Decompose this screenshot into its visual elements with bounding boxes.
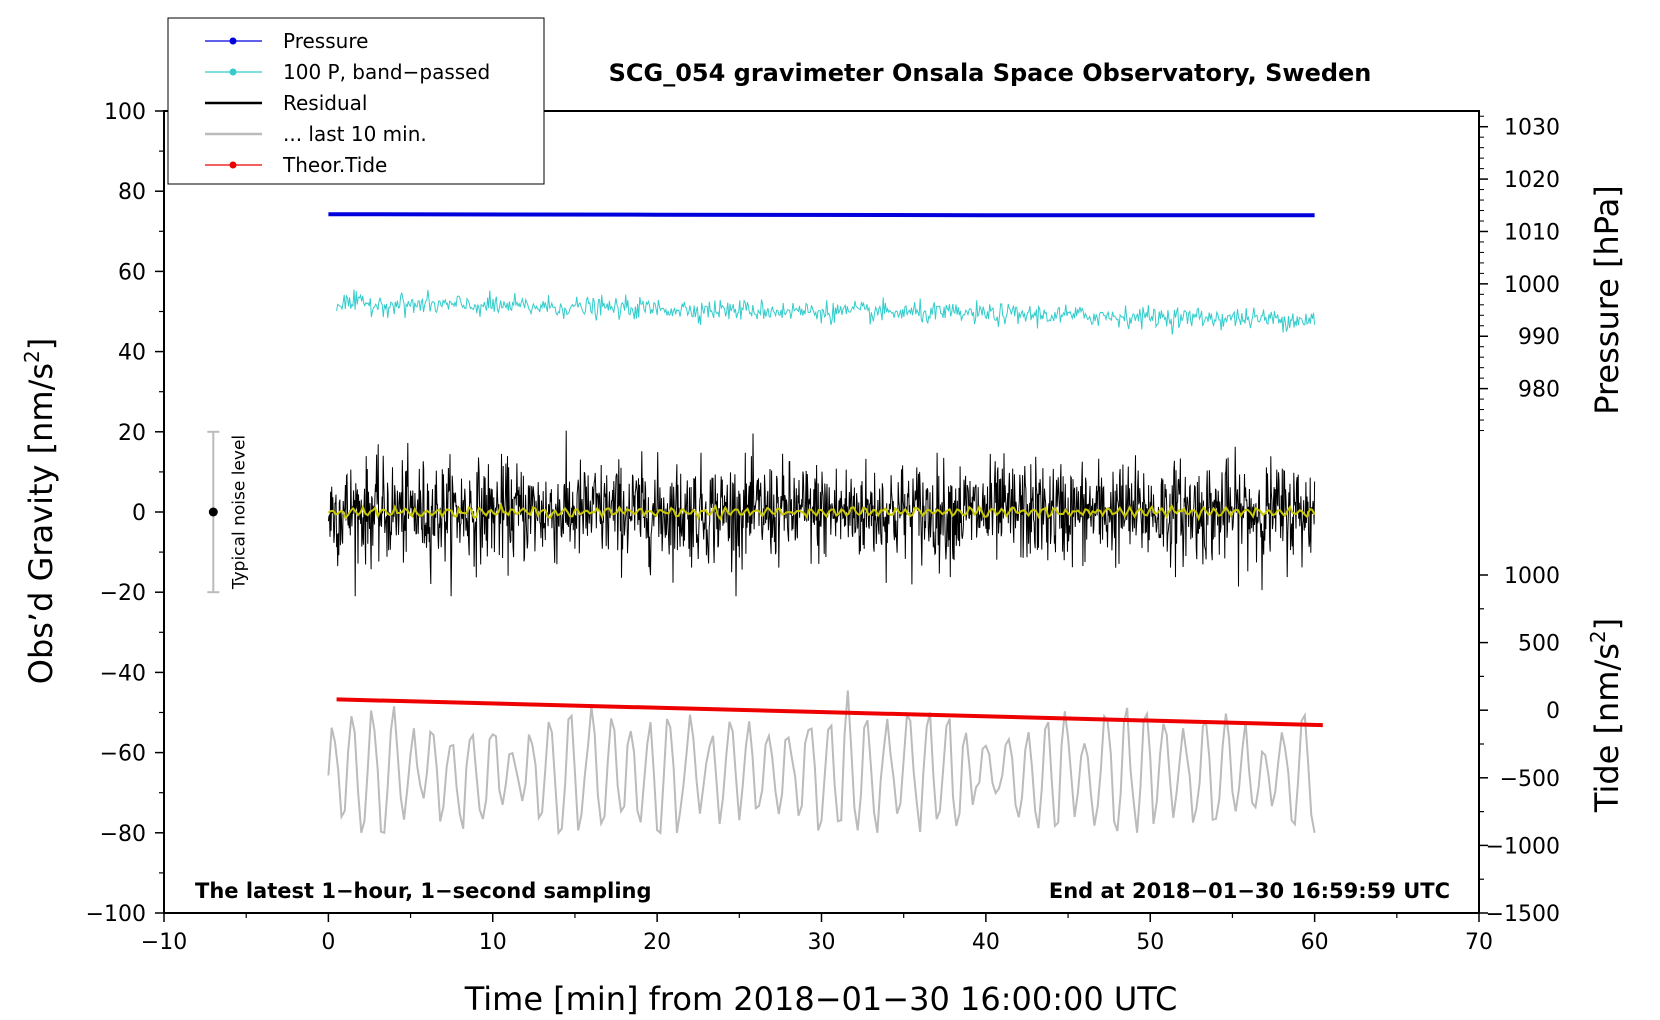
y-left-tick-label: 60 (118, 260, 146, 285)
legend-label: 100 P, band−passed (283, 60, 490, 84)
legend-marker (229, 68, 237, 76)
legend-label: ... last 10 min. (283, 122, 427, 146)
y-left-tick-label: −60 (100, 742, 146, 767)
x-axis: −10 0 10 20 30 40 50 60 70 (141, 913, 1493, 955)
tide-tick-label: 500 (1518, 632, 1560, 657)
tide-tick-label: 1000 (1504, 564, 1560, 589)
y-left-tick-label: −20 (100, 581, 146, 606)
pressure-tick-label: 1000 (1504, 273, 1560, 298)
legend-marker (229, 37, 237, 45)
y-axis-left-title-text: Obs’d Gravity [nm/s (22, 363, 60, 684)
y-axis-left-title: Obs’d Gravity [nm/s2] (20, 338, 60, 684)
x-tick-label: 20 (643, 930, 671, 955)
x-tick-label: 40 (972, 930, 1000, 955)
y-left-tick-label: 20 (118, 421, 146, 446)
y-left-tick-label: 0 (132, 501, 146, 526)
x-tick-label: 0 (321, 930, 335, 955)
y-axis-left: 100 80 60 40 20 0 −20 −40 −60 −80 −100 (86, 100, 164, 927)
y-left-tick-label: −40 (100, 661, 146, 686)
series-theor-tide (336, 697, 1323, 728)
y-axis-left-title-close: ] (22, 338, 60, 350)
chart-title: SCG_054 gravimeter Onsala Space Observat… (609, 59, 1372, 87)
pressure-tick-label: 1030 (1504, 116, 1560, 141)
y-left-tick-label: −80 (100, 822, 146, 847)
y-axis-pressure-title: Pressure [hPa] (1588, 185, 1626, 415)
legend-label: Residual (283, 91, 367, 115)
x-tick-label: 60 (1301, 930, 1329, 955)
legend-marker (229, 161, 237, 169)
y-left-tick-label: −100 (86, 902, 146, 927)
x-axis-title: Time [min] from 2018−01−30 16:00:00 UTC (464, 980, 1178, 1018)
y-left-tick-label: 100 (104, 100, 146, 125)
legend: Pressure 100 P, band−passed Residual ... la… (167, 17, 545, 185)
legend-label: Theor.Tide (282, 153, 387, 177)
tide-tick-label: −500 (1500, 767, 1560, 792)
y-left-tick-label: 80 (118, 180, 146, 205)
y-axis-tide-title-sup: 2 (1586, 630, 1610, 643)
legend-label: Pressure (283, 29, 368, 53)
y-axis-tide-title: Tide [nm/s2] (1586, 618, 1626, 813)
series-last-10-min (327, 690, 1316, 836)
x-tick-label: 70 (1465, 930, 1493, 955)
noise-label: Typical noise level (229, 435, 249, 590)
y-left-tick-label: 40 (118, 341, 146, 366)
x-tick-label: 50 (1136, 930, 1164, 955)
x-tick-label: 30 (808, 930, 836, 955)
tide-tick-label: −1500 (1486, 902, 1560, 927)
x-tick-label: 10 (479, 930, 507, 955)
noise-dot (208, 507, 218, 517)
y-axis-tide-title-text: Tide [nm/s (1588, 643, 1626, 813)
pressure-tick-label: 990 (1518, 325, 1560, 350)
x-tick-label: −10 (141, 930, 187, 955)
y-axis-pressure: 1030 1020 1010 1000 990 980 (1479, 116, 1560, 432)
y-axis-tide: 1000 500 0 −500 −1000 −1500 (1479, 564, 1560, 927)
note-right: End at 2018−01−30 16:59:59 UTC (1049, 879, 1450, 903)
series-residual-smoothed (327, 502, 1316, 522)
pressure-tick-label: 980 (1518, 378, 1560, 403)
series-pressure (328, 212, 1315, 218)
legend-box (167, 17, 545, 185)
noise-indicator: Typical noise level (207, 430, 249, 594)
series-layer (327, 212, 1323, 836)
y-axis-tide-title-close: ] (1588, 618, 1626, 630)
series-band-passed (336, 289, 1316, 335)
tide-tick-label: −1000 (1486, 834, 1560, 859)
tide-tick-label: 0 (1546, 699, 1560, 724)
pressure-tick-label: 1010 (1504, 220, 1560, 245)
pressure-tick-label: 1020 (1504, 168, 1560, 193)
note-left: The latest 1−hour, 1−second sampling (195, 879, 652, 903)
y-axis-left-title-sup: 2 (20, 350, 44, 363)
